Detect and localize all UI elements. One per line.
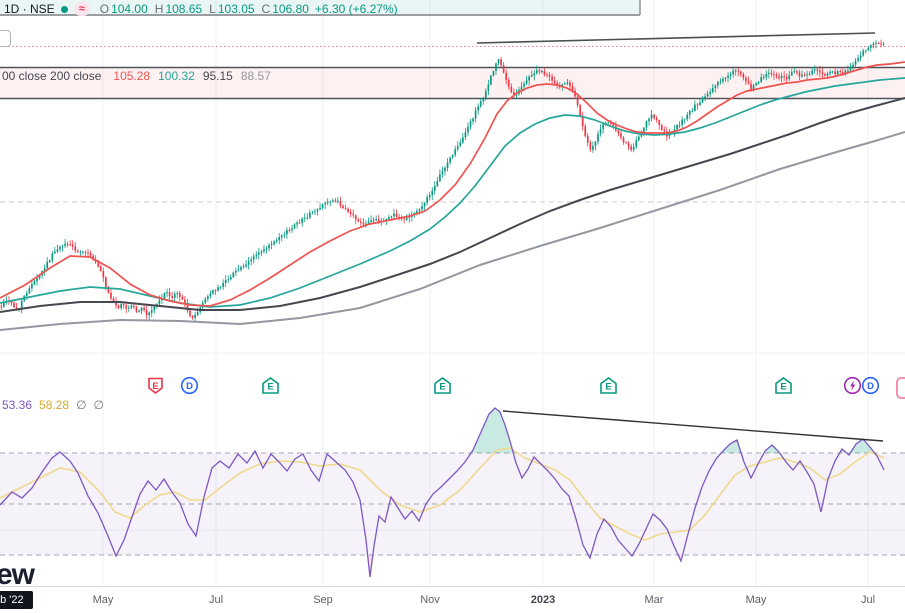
ma50-line: [0, 77, 905, 308]
split-badge-icon[interactable]: [843, 376, 862, 395]
rsi-overbought-fill: [721, 440, 742, 453]
earnings-miss-badge-icon[interactable]: E: [146, 376, 165, 395]
price-band-drawing: [0, 66, 905, 100]
rsi-overbought-fill: [850, 439, 875, 453]
rsi-ma-line: [0, 447, 885, 541]
svg-text:E: E: [152, 381, 158, 392]
ma100-line: [0, 97, 905, 313]
svg-text:E: E: [267, 381, 273, 392]
ma100: [0, 97, 905, 313]
axis-label: Mar: [644, 594, 664, 606]
partial-toolbar-button[interactable]: [0, 30, 11, 47]
rsi-line: [0, 407, 885, 578]
ma20-line: [0, 61, 905, 307]
ma20: [0, 61, 905, 307]
rsi-pane: [0, 407, 905, 578]
gridlines: [0, 0, 905, 586]
dividend-badge-icon[interactable]: D: [180, 376, 199, 395]
rsi-trendline: [502, 410, 884, 442]
svg-text:D: D: [186, 381, 193, 392]
crosshair-date-badge: eb '22: [0, 591, 33, 609]
ma200-line: [0, 131, 905, 331]
time-axis[interactable]: eb '22 May Jul Sep Nov 2023 Mar May Jul: [0, 586, 905, 613]
earnings-badge-icon[interactable]: E: [261, 376, 280, 395]
rsi-overbought-fill: [763, 445, 780, 453]
earnings-badge-icon[interactable]: E: [433, 376, 452, 395]
rectangle-drawing: [0, 0, 641, 16]
axis-label: Jul: [860, 594, 876, 606]
earnings-badge-icon[interactable]: E: [774, 376, 793, 395]
price-trendline: [476, 32, 876, 44]
axis-label: Sep: [313, 594, 333, 606]
svg-text:E: E: [780, 381, 786, 392]
svg-text:E: E: [605, 381, 611, 392]
axis-label: May: [745, 594, 767, 606]
axis-label: May: [92, 594, 114, 606]
axis-label: 2023: [530, 594, 556, 606]
earnings-badge-icon[interactable]: E: [599, 376, 618, 395]
ma50: [0, 77, 905, 308]
axis-label: Jul: [208, 594, 224, 606]
svg-text:D: D: [867, 381, 874, 392]
axis-label: Nov: [420, 594, 440, 606]
price-trendline: [476, 32, 876, 44]
dividend-badge-icon[interactable]: D: [861, 376, 880, 395]
ma200: [0, 131, 905, 331]
partial-event-badge[interactable]: [896, 377, 905, 399]
svg-text:E: E: [439, 381, 445, 392]
